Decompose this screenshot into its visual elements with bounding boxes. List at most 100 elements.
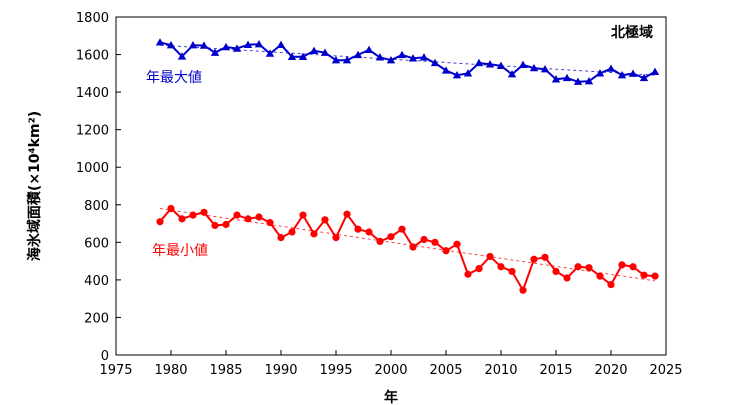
- y-tick-label: 1000: [76, 161, 109, 176]
- data-point-max: [573, 77, 583, 85]
- data-point-min: [574, 263, 582, 271]
- series-layer: [155, 38, 660, 294]
- data-point-min: [585, 264, 593, 272]
- data-point-max: [177, 52, 187, 60]
- data-point-max: [650, 67, 660, 75]
- data-point-min: [354, 225, 362, 233]
- data-point-max: [166, 40, 176, 49]
- data-point-max: [419, 53, 429, 61]
- data-point-max: [199, 41, 209, 49]
- data-point-max: [342, 55, 352, 64]
- data-point-max: [628, 69, 638, 77]
- data-point-min: [387, 233, 395, 241]
- x-tick-label: 1985: [209, 363, 242, 378]
- x-tick-label: 2010: [484, 363, 517, 378]
- x-tick-label: 1975: [99, 363, 132, 378]
- y-tick-label: 1200: [76, 124, 109, 139]
- series-label-max: 年最大値: [146, 70, 202, 86]
- y-tick-label: 0: [101, 349, 109, 364]
- data-point-max: [188, 40, 198, 49]
- series-line-max: [159, 41, 656, 83]
- y-tick-label: 1400: [76, 86, 109, 101]
- data-point-max: [408, 54, 418, 62]
- data-point-min: [563, 274, 571, 282]
- data-point-max: [155, 38, 165, 46]
- data-point-max: [210, 48, 220, 56]
- y-tick-label: 1800: [76, 11, 109, 26]
- data-point-max: [496, 61, 506, 69]
- data-point-min: [442, 247, 450, 255]
- data-point-min: [398, 225, 406, 233]
- x-axis-ticks: 1975 1980 1985 1990 1995 2000 2005 2010 2015 2020…: [99, 350, 683, 378]
- data-point-max: [320, 48, 330, 56]
- data-point-min: [288, 228, 296, 236]
- plot-area: [115, 16, 667, 356]
- data-point-min: [310, 230, 318, 238]
- data-point-max: [441, 66, 451, 74]
- data-point-min: [233, 211, 241, 219]
- data-point-min: [486, 252, 494, 261]
- data-point-min: [299, 211, 307, 219]
- data-point-min: [519, 286, 527, 294]
- x-axis-title: 年: [384, 389, 398, 405]
- data-point-max: [298, 52, 308, 60]
- x-tick-label: 1980: [154, 363, 187, 378]
- data-point-min: [541, 253, 549, 261]
- data-point-max: [584, 77, 594, 85]
- data-point-max: [606, 64, 616, 72]
- data-point-min: [651, 272, 659, 280]
- data-point-max: [287, 52, 297, 60]
- x-tick-label: 2020: [594, 363, 627, 378]
- data-point-min: [255, 213, 263, 221]
- trend-line-max: [159, 44, 656, 76]
- data-point-max: [331, 55, 341, 64]
- series-line-min: [159, 207, 656, 293]
- chart-title: 北極域: [611, 24, 653, 41]
- data-point-min: [475, 265, 483, 273]
- data-point-max: [430, 58, 440, 67]
- data-point-max: [485, 60, 495, 68]
- y-axis-title: 海氷域面積(×10⁴km²): [26, 111, 43, 261]
- x-tick-label: 2000: [374, 363, 407, 378]
- data-point-min: [332, 234, 340, 242]
- data-point-min: [244, 215, 252, 223]
- x-tick-label: 1990: [264, 363, 297, 378]
- data-point-max: [463, 69, 473, 77]
- data-point-min: [189, 211, 197, 219]
- data-point-min: [497, 263, 505, 271]
- data-point-max: [562, 73, 572, 82]
- data-point-min: [629, 263, 637, 271]
- data-point-min: [222, 220, 230, 229]
- data-point-min: [530, 255, 538, 263]
- data-point-min: [343, 210, 351, 218]
- data-point-min: [453, 240, 461, 248]
- data-point-min: [640, 271, 648, 279]
- data-point-max: [232, 44, 242, 52]
- data-point-max: [452, 71, 462, 79]
- data-point-min: [277, 234, 285, 242]
- data-point-min: [266, 219, 274, 227]
- data-point-max: [397, 50, 407, 59]
- data-point-max: [518, 60, 528, 69]
- x-tick-label: 2015: [539, 363, 572, 378]
- data-point-min: [596, 272, 604, 280]
- data-point-max: [276, 40, 286, 48]
- data-point-max: [639, 73, 649, 82]
- data-point-max: [595, 69, 605, 77]
- data-point-min: [420, 235, 428, 244]
- x-tick-label: 1995: [319, 363, 352, 378]
- y-tick-label: 400: [84, 274, 109, 289]
- data-point-max: [551, 75, 561, 83]
- x-tick-label: 2025: [649, 363, 682, 378]
- data-point-max: [243, 40, 253, 48]
- data-point-max: [353, 50, 363, 59]
- data-point-max: [540, 65, 550, 73]
- data-point-max: [375, 53, 385, 61]
- data-point-min: [200, 208, 208, 216]
- data-point-max: [474, 58, 484, 67]
- data-point-min: [508, 267, 516, 276]
- data-point-max: [254, 40, 264, 48]
- data-point-min: [552, 267, 560, 276]
- y-tick-label: 800: [84, 199, 109, 214]
